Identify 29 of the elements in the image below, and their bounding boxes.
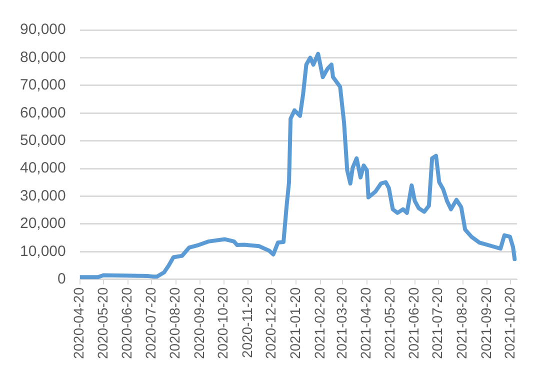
x-tick-label: 2021-06-20 [406,287,422,360]
x-tick-label: 2021-03-20 [333,287,350,360]
x-tick-label: 2021-01-20 [286,287,303,360]
x-tick-label: 2020-11-20 [238,287,255,358]
y-tick-label: 40,000 [20,160,66,177]
x-tick-label: 2021-09-20 [478,287,494,360]
y-tick-label: 60,000 [20,104,66,122]
x-tick-label: 2021-08-20 [454,287,470,360]
x-tick-label: 2020-10-20 [214,287,231,360]
x-tick-label: 2021-10-20 [502,287,518,360]
y-tick-label: 20,000 [20,215,66,232]
x-tick-label: 2020-05-20 [94,287,110,360]
x-tick-label: 2020-04-20 [70,287,87,360]
x-tick-label: 2020-09-20 [191,287,208,360]
x-tick-label: 2021-07-20 [429,287,446,360]
x-tick-label: 2021-02-20 [311,287,328,360]
x-tick-label: 2020-08-20 [166,287,183,360]
y-tick-label: 0 [58,270,66,288]
y-tick-label: 50,000 [20,132,66,149]
y-tick-label: 90,000 [20,21,66,38]
y-tick-label: 10,000 [20,242,66,260]
x-tick-label: 2020-06-20 [118,287,135,360]
y-tick-label: 70,000 [20,76,66,94]
y-tick-label: 30,000 [20,187,66,204]
y-tick-label: 80,000 [20,48,66,66]
x-tick-label: 2021-05-20 [381,287,398,360]
x-tick-label: 2020-12-20 [262,287,279,360]
x-tick-label: 2021-04-20 [358,287,374,360]
x-tick-label: 2020-07-20 [142,287,158,360]
